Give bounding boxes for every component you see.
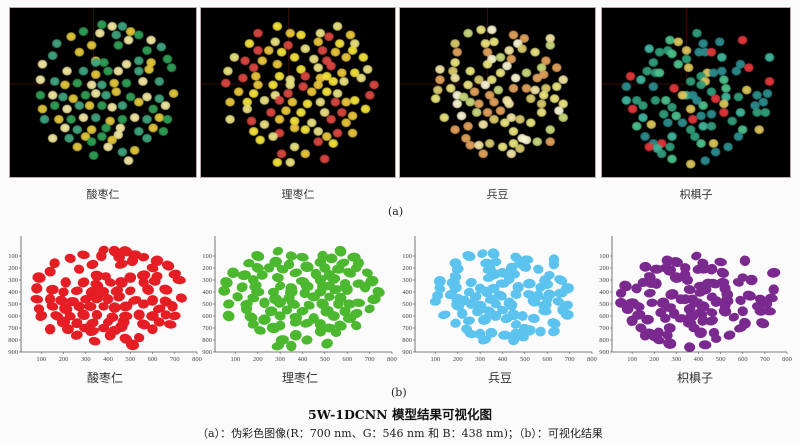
svg-text:900: 900 xyxy=(402,349,412,356)
svg-text:700: 700 xyxy=(565,356,575,363)
seed-image-svg xyxy=(602,8,775,169)
seed-image-svg xyxy=(400,8,569,159)
svg-text:200: 200 xyxy=(402,265,412,272)
svg-text:700: 700 xyxy=(170,356,180,363)
svg-text:100: 100 xyxy=(231,356,241,363)
image-caption-3: 兵豆 xyxy=(486,188,509,201)
scatter-plot-1: 100 200 300 400 500 600 700 800 900 100 200 300 400 5… xyxy=(0,236,202,368)
part-b-label: (b) xyxy=(391,386,407,399)
svg-text:100: 100 xyxy=(36,356,46,363)
svg-text:400: 400 xyxy=(202,289,212,296)
pseudo-color-image-4 xyxy=(601,7,791,178)
svg-text:500: 500 xyxy=(320,356,330,363)
svg-text:300: 300 xyxy=(672,356,682,363)
svg-text:500: 500 xyxy=(8,301,18,308)
svg-text:100: 100 xyxy=(599,253,609,260)
svg-text:200: 200 xyxy=(649,356,659,363)
svg-text:400: 400 xyxy=(8,289,18,296)
svg-text:600: 600 xyxy=(342,356,352,363)
plot-caption-3: 兵豆 xyxy=(487,371,512,385)
scatter-plot-3: 100 200 300 400 500 600 700 800 900 100 200 300 400 5… xyxy=(395,236,597,368)
svg-text:800: 800 xyxy=(599,337,609,344)
svg-text:800: 800 xyxy=(587,356,597,363)
svg-text:100: 100 xyxy=(402,253,412,260)
scatter-svg: 100 200 300 400 500 600 700 800 900 100 200 300 400 5… xyxy=(8,236,202,363)
svg-text:500: 500 xyxy=(202,301,212,308)
svg-text:700: 700 xyxy=(760,356,770,363)
svg-text:800: 800 xyxy=(192,356,202,363)
scatter-svg: 100 200 300 400 500 600 700 800 900 100 200 300 400 5… xyxy=(402,236,597,363)
svg-text:400: 400 xyxy=(298,356,308,363)
svg-text:500: 500 xyxy=(125,356,135,363)
svg-text:700: 700 xyxy=(599,325,609,332)
svg-text:300: 300 xyxy=(8,277,18,284)
svg-text:400: 400 xyxy=(599,289,609,296)
svg-text:800: 800 xyxy=(8,337,18,344)
image-caption-2: 理枣仁 xyxy=(281,188,315,201)
svg-text:600: 600 xyxy=(402,313,412,320)
svg-text:600: 600 xyxy=(599,313,609,320)
svg-text:100: 100 xyxy=(431,356,441,363)
scatter-plot-4: 100 200 300 400 500 600 700 800 900 100 200 300 400 5… xyxy=(590,236,792,368)
svg-text:200: 200 xyxy=(202,265,212,272)
scatter-svg: 100 200 300 400 500 600 700 800 900 100 200 300 400 5… xyxy=(202,236,397,363)
svg-text:700: 700 xyxy=(365,356,375,363)
plot-caption-1: 酸枣仁 xyxy=(86,371,123,385)
svg-text:900: 900 xyxy=(202,349,212,356)
figure-note: （a）：伪彩色图像(R：700 nm、G：546 nm 和 B：438 nm)；… xyxy=(197,427,603,440)
svg-text:200: 200 xyxy=(8,265,18,272)
svg-text:300: 300 xyxy=(81,356,91,363)
svg-text:600: 600 xyxy=(738,356,748,363)
svg-text:300: 300 xyxy=(475,356,485,363)
svg-text:700: 700 xyxy=(402,325,412,332)
scatter-plot-2: 100 200 300 400 500 600 700 800 900 100 200 300 400 5… xyxy=(195,236,397,368)
svg-text:800: 800 xyxy=(202,337,212,344)
svg-text:400: 400 xyxy=(694,356,704,363)
figure-title: 5W-1DCNN 模型结果可视化图 xyxy=(308,407,492,422)
svg-text:500: 500 xyxy=(716,356,726,363)
svg-text:200: 200 xyxy=(453,356,463,363)
svg-text:800: 800 xyxy=(387,356,397,363)
svg-text:800: 800 xyxy=(402,337,412,344)
svg-text:500: 500 xyxy=(520,356,530,363)
svg-text:300: 300 xyxy=(599,277,609,284)
svg-text:800: 800 xyxy=(782,356,792,363)
plot-caption-4: 枳椇子 xyxy=(676,371,713,385)
svg-text:700: 700 xyxy=(202,325,212,332)
svg-text:100: 100 xyxy=(8,253,18,260)
svg-text:400: 400 xyxy=(498,356,508,363)
image-caption-1: 酸枣仁 xyxy=(86,188,120,201)
svg-text:400: 400 xyxy=(103,356,113,363)
svg-text:700: 700 xyxy=(8,325,18,332)
pseudo-color-image-2 xyxy=(200,7,396,178)
seed-image-svg xyxy=(201,8,380,168)
svg-text:900: 900 xyxy=(599,349,609,356)
svg-text:100: 100 xyxy=(202,253,212,260)
scatter-svg: 100 200 300 400 500 600 700 800 900 100 200 300 400 5… xyxy=(599,236,792,363)
svg-text:600: 600 xyxy=(148,356,158,363)
svg-text:600: 600 xyxy=(202,313,212,320)
svg-text:400: 400 xyxy=(402,289,412,296)
svg-text:300: 300 xyxy=(402,277,412,284)
pseudo-color-image-1 xyxy=(9,7,197,178)
svg-text:500: 500 xyxy=(402,301,412,308)
svg-text:500: 500 xyxy=(599,301,609,308)
svg-text:600: 600 xyxy=(8,313,18,320)
svg-text:200: 200 xyxy=(599,265,609,272)
plot-caption-2: 理枣仁 xyxy=(281,371,318,385)
svg-text:200: 200 xyxy=(59,356,69,363)
svg-text:300: 300 xyxy=(202,277,212,284)
svg-text:300: 300 xyxy=(275,356,285,363)
part-a-label: (a) xyxy=(388,205,404,218)
svg-text:600: 600 xyxy=(542,356,552,363)
svg-text:100: 100 xyxy=(627,356,637,363)
seed-image-svg xyxy=(10,8,179,166)
image-caption-4: 枳椇子 xyxy=(679,188,713,201)
svg-text:200: 200 xyxy=(253,356,263,363)
pseudo-color-image-3 xyxy=(399,7,596,178)
svg-text:900: 900 xyxy=(8,349,18,356)
